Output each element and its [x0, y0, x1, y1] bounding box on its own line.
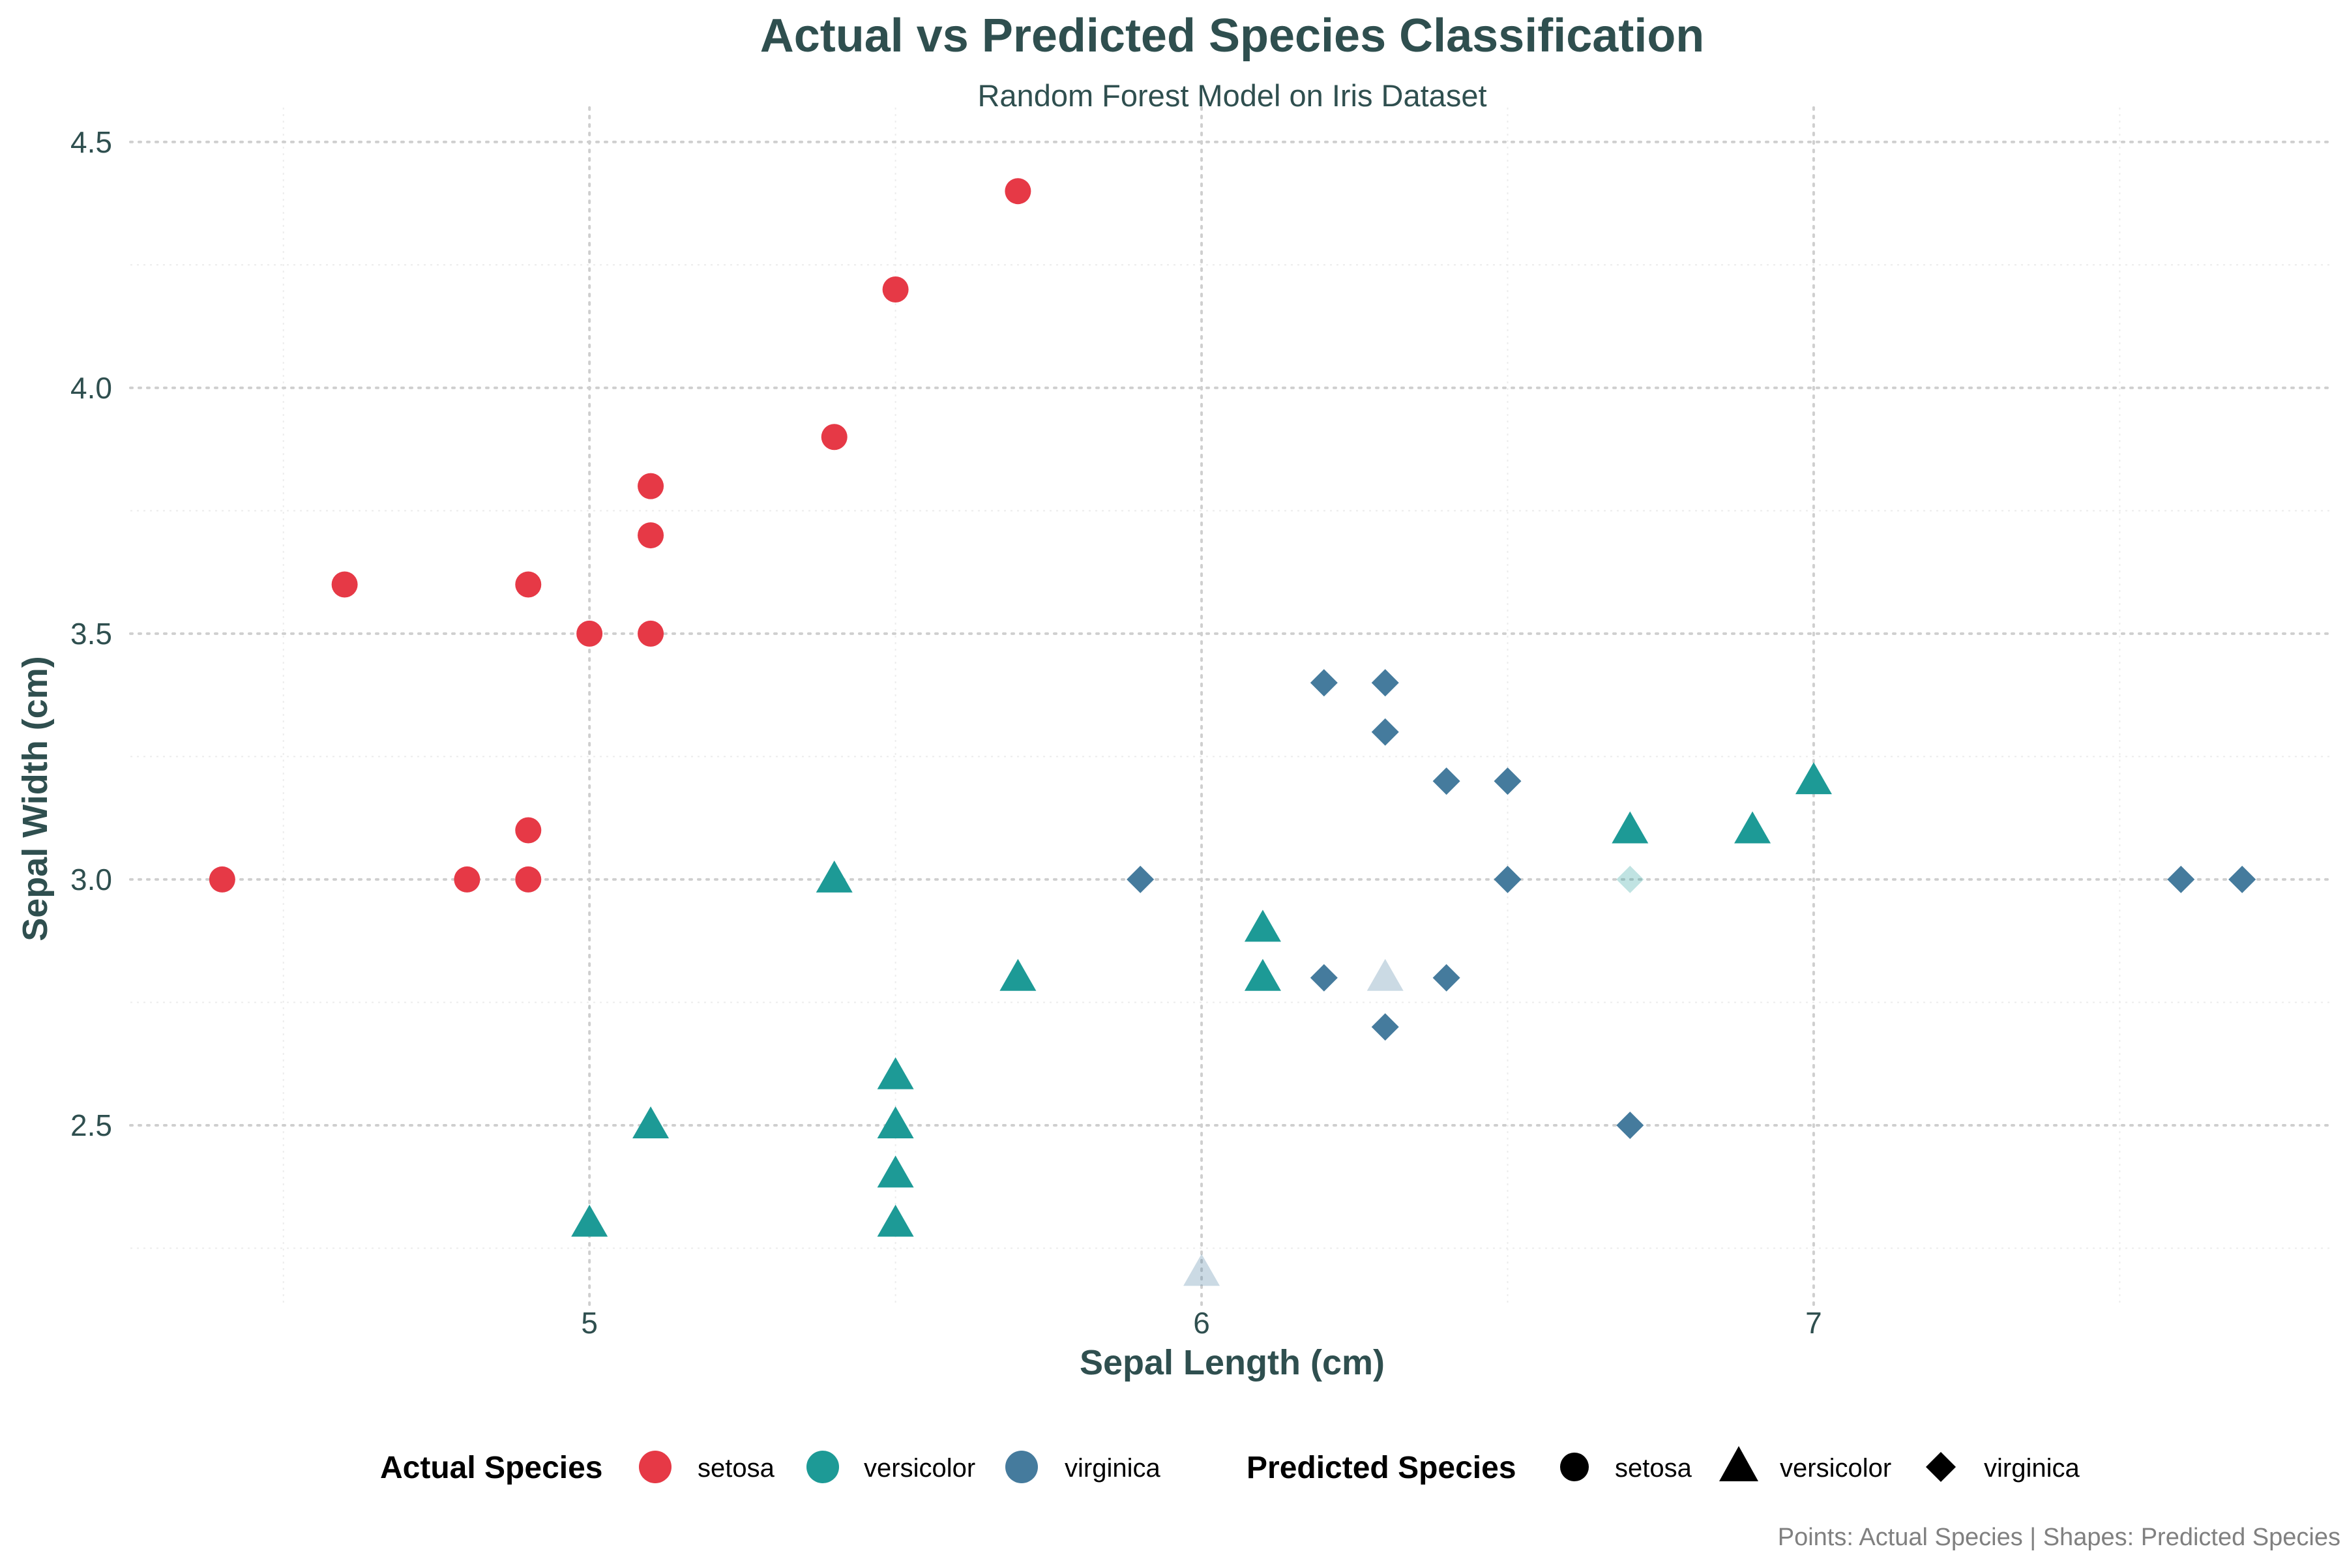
legend-key-predicted-versicolor: [1719, 1446, 1758, 1481]
data-point-setosa-predicted-setosa: [638, 620, 664, 647]
data-point-versicolor-predicted-versicolor: [877, 1106, 914, 1138]
legend-key-predicted-virginica: [1926, 1452, 1956, 1482]
data-point-virginica-predicted-virginica: [1494, 767, 1522, 795]
x-tick-label: 6: [1193, 1306, 1210, 1340]
data-point-virginica-predicted-versicolor: [1366, 958, 1404, 991]
data-point-setosa-predicted-setosa: [331, 571, 358, 598]
data-point-versicolor-predicted-versicolor: [877, 1204, 914, 1237]
legend-label-actual-versicolor: versicolor: [864, 1454, 975, 1483]
legend-label-predicted-setosa: setosa: [1615, 1454, 1692, 1483]
data-point-setosa-predicted-setosa: [638, 522, 664, 549]
legend-key-actual-setosa: [639, 1451, 672, 1483]
data-point-versicolor-predicted-versicolor: [877, 1057, 914, 1089]
data-point-virginica-predicted-versicolor: [1183, 1254, 1220, 1286]
data-point-virginica-predicted-virginica: [1310, 964, 1338, 992]
x-tick-label: 7: [1805, 1306, 1822, 1340]
data-point-virginica-predicted-virginica: [1310, 669, 1338, 697]
data-point-versicolor-predicted-versicolor: [1795, 762, 1832, 795]
legend-actual-title: Actual Species: [380, 1451, 602, 1485]
legend-label-actual-setosa: setosa: [698, 1454, 775, 1483]
data-point-versicolor-predicted-versicolor: [1244, 910, 1281, 942]
data-point-versicolor-predicted-versicolor: [1734, 811, 1771, 844]
data-point-versicolor-predicted-versicolor: [999, 958, 1037, 991]
data-point-versicolor-predicted-virginica: [1616, 865, 1644, 893]
y-tick-label: 2.5: [70, 1108, 112, 1142]
data-point-versicolor-predicted-versicolor: [816, 860, 853, 893]
y-tick-label: 4.5: [70, 125, 112, 159]
data-point-virginica-predicted-virginica: [1432, 964, 1460, 992]
legend-label-predicted-virginica: virginica: [1984, 1454, 2080, 1483]
data-point-setosa-predicted-setosa: [515, 571, 542, 598]
data-point-virginica-predicted-virginica: [1494, 865, 1522, 893]
data-point-versicolor-predicted-versicolor: [1612, 811, 1649, 844]
x-axis-label: Sepal Length (cm): [1080, 1343, 1385, 1382]
legend-key-actual-versicolor: [806, 1451, 839, 1483]
grid-layer: [129, 106, 2335, 1309]
data-point-setosa-predicted-setosa: [638, 473, 664, 499]
data-point-setosa-predicted-setosa: [576, 620, 603, 647]
legend-predicted-title: Predicted Species: [1247, 1451, 1516, 1485]
x-tick-label: 5: [581, 1306, 598, 1340]
legend-label-predicted-versicolor: versicolor: [1780, 1454, 1891, 1483]
tick-layer: 5 6 7 2.5 3.0 3.5 4.0 4.5: [70, 125, 1822, 1340]
data-point-virginica-predicted-virginica: [2228, 865, 2256, 893]
chart-title: Actual vs Predicted Species Classificati…: [760, 10, 1705, 62]
y-tick-label: 3.5: [70, 617, 112, 651]
data-point-versicolor-predicted-versicolor: [877, 1155, 914, 1188]
legend: Actual Species setosa versicolor virginica P…: [380, 1446, 2080, 1485]
y-axis-label: Sepal Width (cm): [16, 656, 55, 941]
y-tick-label: 4.0: [70, 371, 112, 405]
data-point-virginica-predicted-virginica: [1616, 1111, 1644, 1139]
data-point-setosa-predicted-setosa: [821, 424, 848, 451]
data-point-virginica-predicted-virginica: [1127, 865, 1155, 893]
data-point-setosa-predicted-setosa: [209, 866, 235, 893]
data-point-versicolor-predicted-versicolor: [632, 1106, 670, 1138]
chart-subtitle: Random Forest Model on Iris Dataset: [977, 78, 1486, 113]
data-point-virginica-predicted-virginica: [1371, 669, 1399, 697]
legend-label-actual-virginica: virginica: [1065, 1454, 1160, 1483]
legend-key-actual-virginica: [1005, 1451, 1038, 1483]
data-point-virginica-predicted-virginica: [1371, 718, 1399, 746]
data-point-setosa-predicted-setosa: [515, 817, 542, 844]
chart-caption: Points: Actual Species | Shapes: Predict…: [1778, 1524, 2340, 1551]
data-point-virginica-predicted-virginica: [2167, 865, 2195, 893]
data-point-setosa-predicted-setosa: [515, 866, 542, 893]
point-layer: [209, 178, 2256, 1286]
data-point-setosa-predicted-setosa: [882, 276, 909, 303]
data-point-setosa-predicted-setosa: [454, 866, 480, 893]
data-point-virginica-predicted-virginica: [1371, 1013, 1399, 1041]
y-tick-label: 3.0: [70, 863, 112, 896]
data-point-setosa-predicted-setosa: [1005, 178, 1031, 205]
data-point-virginica-predicted-virginica: [1432, 767, 1460, 795]
data-point-versicolor-predicted-versicolor: [571, 1204, 608, 1237]
data-point-versicolor-predicted-versicolor: [1244, 958, 1281, 991]
legend-key-predicted-setosa: [1560, 1453, 1589, 1481]
